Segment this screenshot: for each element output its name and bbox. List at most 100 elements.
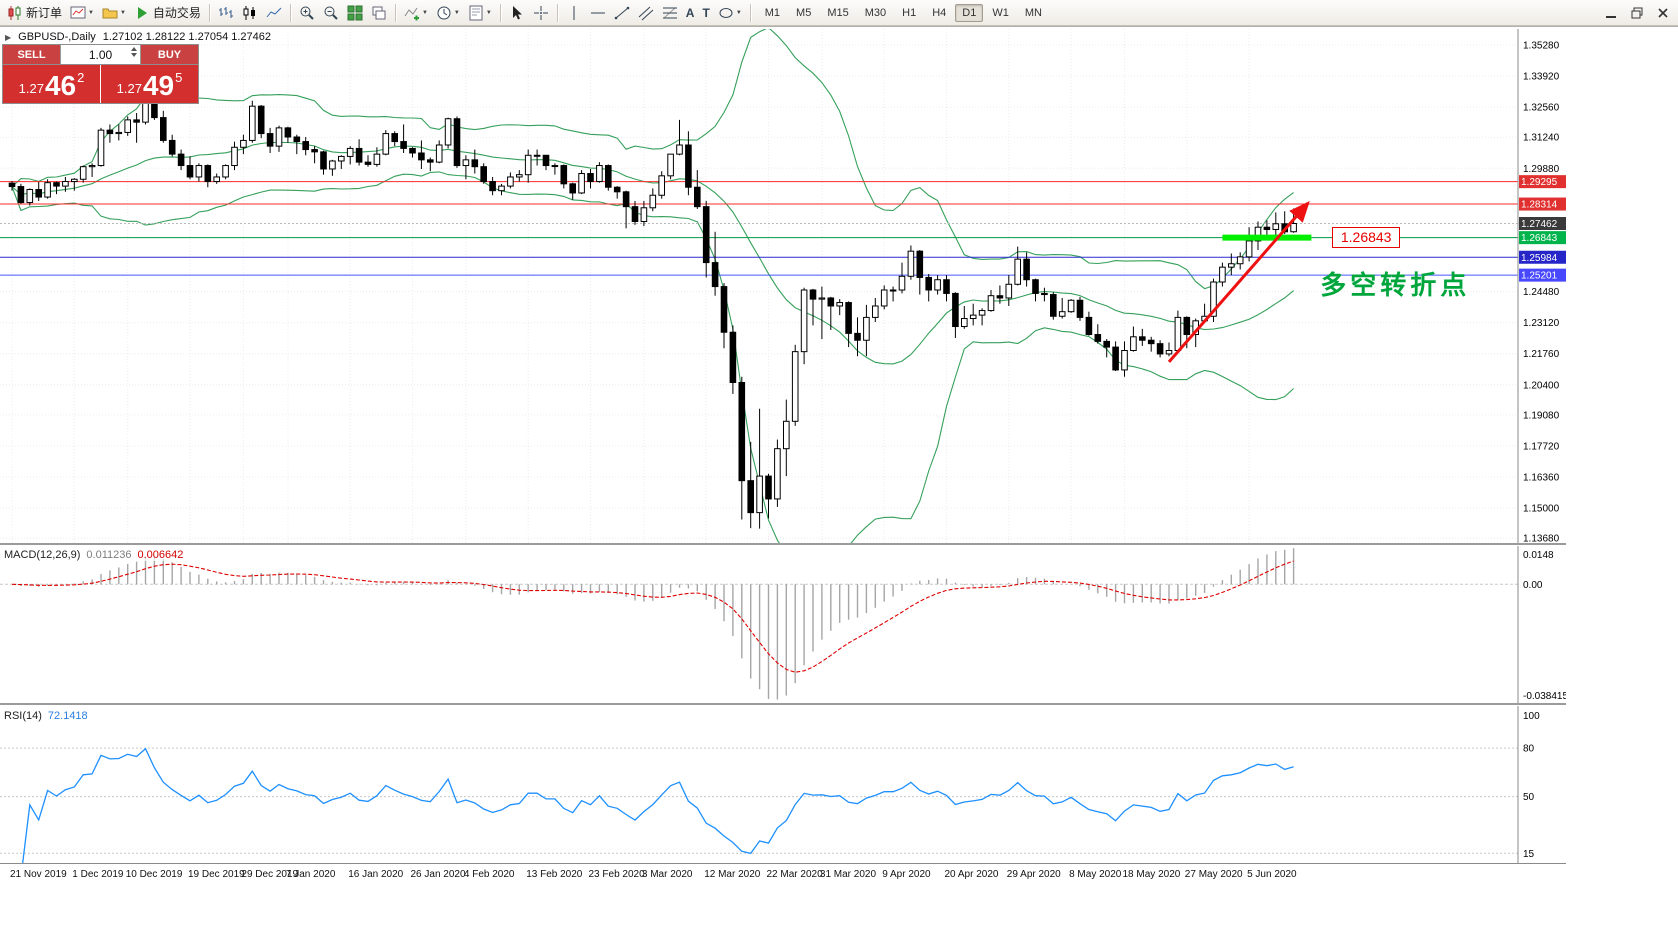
bar-chart-icon	[218, 6, 233, 18]
spinner-down-icon[interactable]	[131, 53, 137, 57]
svg-text:80: 80	[1523, 744, 1535, 755]
macd-histogram	[20, 548, 1295, 700]
turning-point-note: 多空转折点	[1320, 269, 1471, 300]
price-tag	[1519, 217, 1566, 231]
trendline-button[interactable]	[610, 1, 634, 25]
zoom-in-icon	[300, 6, 314, 20]
timeframe-button-m15[interactable]: M15	[827, 6, 849, 19]
timeframe-button-h4[interactable]: H4	[932, 6, 947, 19]
chart-header: ▶ GBPUSD-,Daily 1.27102 1.28122 1.27054 …	[5, 31, 271, 43]
svg-text:1.25201: 1.25201	[1521, 271, 1558, 282]
svg-text:1.27462: 1.27462	[1521, 219, 1558, 230]
grid-layer	[0, 29, 1518, 543]
cursor-button[interactable]	[505, 1, 529, 25]
shapes-button[interactable]: ▼	[714, 1, 746, 25]
svg-text:1.29880: 1.29880	[1523, 164, 1560, 175]
trend-arrow[interactable]	[1167, 200, 1310, 363]
sell-price-button[interactable]: 1.27 46 2	[3, 65, 101, 103]
time-axis[interactable]: 21 Nov 2019 1 Dec 2019 10 Dec 2019 19 Dec 2…	[0, 863, 1566, 886]
indicators-icon	[404, 7, 419, 20]
autotrading-label: 自动交易	[152, 6, 201, 20]
text-button[interactable]: A	[682, 1, 699, 25]
zoom-out-button[interactable]	[319, 1, 343, 25]
svg-text:0.00: 0.00	[1523, 580, 1543, 591]
svg-text:1.26843: 1.26843	[1521, 233, 1558, 244]
timeframe-button-w1[interactable]: W1	[992, 6, 1009, 19]
horizontal-line-button[interactable]	[586, 1, 610, 25]
close-icon	[1658, 7, 1668, 18]
timeframe-toolbar: M1 M5 M15 M30 H1 H4 D1 W1 MN	[757, 3, 1050, 22]
window-controls	[1599, 1, 1675, 25]
templates-button[interactable]: ▼	[464, 1, 496, 25]
symbol-period-label: GBPUSD-,Daily	[18, 31, 96, 43]
timeframe-button-m1[interactable]: M1	[764, 6, 781, 19]
dropdown-arrow-icon: ▼	[453, 9, 460, 16]
volume-spinner[interactable]	[131, 47, 137, 57]
svg-text:1.13680: 1.13680	[1523, 534, 1560, 543]
fibonacci-icon	[662, 7, 677, 18]
buy-price-button[interactable]: 1.27 49 5	[101, 65, 198, 103]
macd-signal-line	[11, 560, 1294, 673]
toolbar-separator	[749, 3, 751, 22]
new-order-icon	[8, 5, 21, 20]
timeframe-button-m30[interactable]: M30	[864, 6, 887, 19]
autotrading-button[interactable]: 自动交易	[130, 1, 205, 25]
crosshair-button[interactable]	[529, 1, 553, 25]
macd-panel[interactable]: 0.0148 0.00 -0.038415	[0, 546, 1566, 703]
candlestick-type-button[interactable]	[238, 1, 262, 25]
new-chart-button[interactable]: ▼	[66, 1, 98, 25]
dropdown-arrow-icon: ▼	[485, 9, 492, 16]
profiles-button[interactable]: ▼	[98, 1, 130, 25]
tile-windows-button[interactable]	[343, 1, 367, 25]
timeframe-button-d1[interactable]: D1	[955, 3, 984, 22]
line-chart-type-button[interactable]	[262, 1, 286, 25]
timeframe-button-h1[interactable]: H1	[902, 6, 917, 19]
date-label: 21 Nov 2019	[10, 869, 67, 880]
new-chart-icon	[70, 6, 86, 18]
svg-text:1.17720: 1.17720	[1523, 441, 1560, 452]
fibonacci-button[interactable]	[658, 1, 682, 25]
buy-price-big: 49	[142, 70, 175, 102]
price-chart[interactable]: 1.35280 1.33920 1.32560 1.31240 1.29880 1.244…	[0, 29, 1566, 543]
timeframe-button-mn[interactable]: MN	[1024, 6, 1042, 19]
line-chart-icon	[266, 7, 282, 17]
panel-splitter[interactable]	[0, 543, 1566, 546]
vertical-line-button[interactable]	[562, 1, 586, 25]
channel-button[interactable]	[634, 1, 658, 25]
buy-price-prefix: 1.27	[116, 81, 142, 96]
text-label-button[interactable]: T	[698, 1, 713, 25]
timeframe-button-m5[interactable]: M5	[796, 6, 812, 19]
close-button[interactable]	[1651, 1, 1675, 25]
date-label: 26 Jan 2020	[410, 869, 466, 880]
collapse-panel-icon[interactable]: ▶	[5, 32, 12, 42]
rsi-name: RSI(14)	[4, 710, 42, 722]
minimize-icon	[1606, 15, 1616, 18]
rsi-panel[interactable]: 100 80 50 15	[0, 706, 1566, 863]
candlestick-icon	[243, 5, 255, 20]
svg-text:1.24480: 1.24480	[1523, 287, 1560, 298]
chart-window: 1.35280 1.33920 1.32560 1.31240 1.29880 1.244…	[0, 26, 1678, 944]
new-order-label: 新订单	[26, 6, 63, 20]
macd-signal-value: 0.006642	[137, 549, 184, 561]
price-tag	[1519, 250, 1566, 264]
text-tool-icon: A	[685, 5, 695, 20]
dropdown-arrow-icon: ▼	[119, 9, 126, 16]
macd-main-value: 0.011236	[86, 549, 132, 561]
panel-splitter[interactable]	[0, 703, 1566, 706]
svg-text:1.33920: 1.33920	[1523, 72, 1560, 83]
svg-text:1.15000: 1.15000	[1523, 504, 1560, 515]
date-label: 3 Mar 2020	[641, 869, 693, 880]
periods-button[interactable]: ▼	[432, 1, 464, 25]
new-order-button[interactable]: 新订单	[3, 1, 66, 25]
spinner-up-icon[interactable]	[131, 47, 137, 51]
date-label: 8 May 2020	[1069, 869, 1122, 880]
one-click-trade-panel: SELL 1.00 BUY 1.27 46 2 1.27 49 5	[2, 44, 199, 104]
cascade-windows-button[interactable]	[367, 1, 391, 25]
indicators-button[interactable]: ▼	[400, 1, 432, 25]
bar-chart-type-button[interactable]	[214, 1, 238, 25]
volume-input[interactable]: 1.00	[60, 45, 141, 64]
date-label: 31 Mar 2020	[819, 869, 877, 880]
minimize-button[interactable]	[1599, 1, 1623, 25]
zoom-in-button[interactable]	[295, 1, 319, 25]
restore-button[interactable]	[1625, 1, 1649, 25]
